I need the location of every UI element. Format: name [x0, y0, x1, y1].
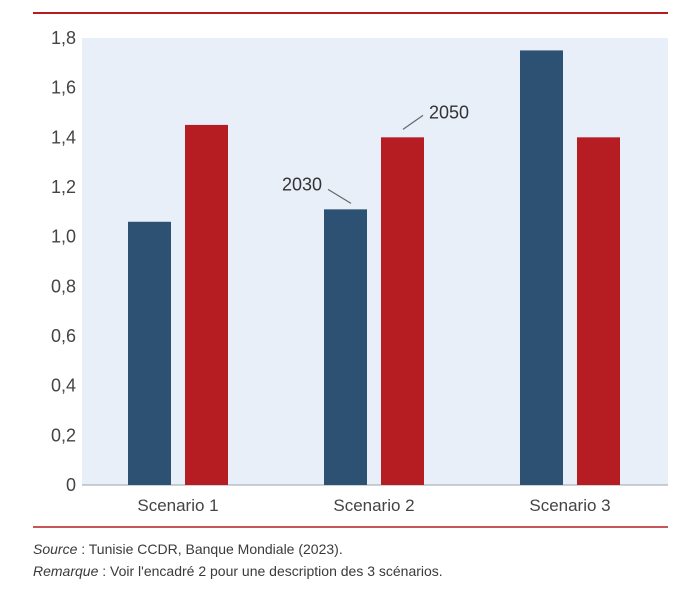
- bar-2050-3: [577, 137, 620, 486]
- bar-2030-3: [520, 50, 563, 486]
- y-tick-label: 0,2: [51, 425, 76, 445]
- x-tick-label: Scenario 1: [137, 496, 218, 515]
- bar-2030-2: [324, 209, 367, 485]
- remark-label: Remarque: [33, 563, 99, 579]
- plot-area: [82, 38, 668, 485]
- y-tick-label: 0,6: [51, 326, 76, 346]
- source-label: Source: [33, 541, 78, 557]
- chart-notes: Source : Tunisie CCDR, Banque Mondiale (…: [33, 538, 443, 582]
- y-tick-label: 1,0: [51, 227, 76, 247]
- series-annotations: 2030 2050: [282, 102, 469, 204]
- y-tick-label: 0,4: [51, 376, 76, 396]
- y-tick-label: 1,4: [51, 127, 76, 147]
- x-tick-label: Scenario 2: [333, 496, 414, 515]
- bar-2050-1: [185, 124, 228, 486]
- source-note: Source : Tunisie CCDR, Banque Mondiale (…: [33, 538, 443, 560]
- remark-text: : Voir l'encadré 2 pour une description …: [98, 563, 443, 579]
- x-tick-labels: Scenario 1 Scenario 2 Scenario 3: [137, 496, 610, 515]
- y-tick-label: 1,6: [51, 78, 76, 98]
- annotation-leader-2030: [327, 188, 352, 204]
- bar-2030-1: [128, 221, 171, 485]
- remark-note: Remarque : Voir l'encadré 2 pour une des…: [33, 560, 443, 582]
- annotation-label-2030: 2030: [282, 174, 322, 194]
- annotation-leader-2050: [402, 114, 424, 130]
- x-tick-label: Scenario 3: [529, 496, 610, 515]
- y-tick-labels: 0 0,2 0,4 0,6 0,8 1,0 1,2 1,4 1,6 1,8: [51, 28, 76, 495]
- y-tick-label: 1,8: [51, 28, 76, 48]
- bars: [128, 50, 620, 486]
- bar-2050-2: [381, 137, 424, 486]
- y-tick-label: 1,2: [51, 177, 76, 197]
- source-text: : Tunisie CCDR, Banque Mondiale (2023).: [77, 541, 343, 557]
- annotation-label-2050: 2050: [429, 102, 469, 122]
- y-tick-label: 0,8: [51, 276, 76, 296]
- y-tick-label: 0: [66, 475, 76, 495]
